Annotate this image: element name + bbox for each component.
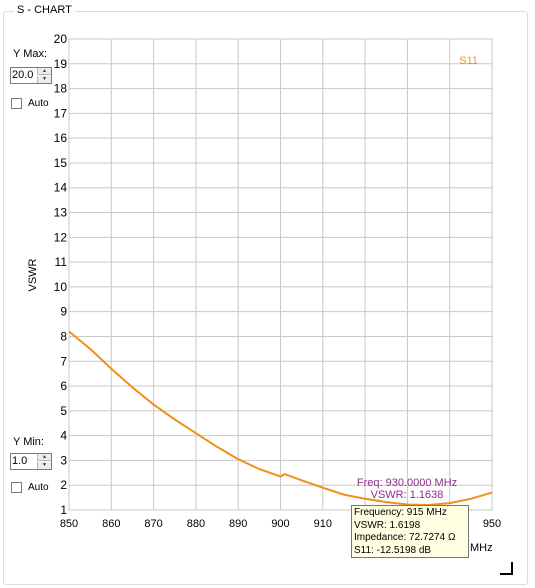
- tooltip-frequency: Frequency: 915 MHz: [354, 507, 447, 518]
- x-axis-unit-label: MHz: [470, 542, 493, 554]
- y-max-input[interactable]: [12, 69, 36, 82]
- y-min-auto-box[interactable]: [11, 482, 22, 493]
- y-tick-label: 15: [54, 156, 68, 170]
- y-tick-label: 17: [54, 106, 68, 120]
- y-max-label: Y Max:: [13, 48, 48, 60]
- cursor-vswr-label: VSWR: 1.1638: [371, 489, 444, 501]
- y-min-auto-label: Auto: [28, 482, 49, 493]
- y-tick-label: 2: [60, 478, 67, 492]
- y-tick-label: 18: [54, 82, 68, 96]
- y-tick-label: 1: [60, 503, 67, 517]
- y-tick-label: 3: [60, 453, 67, 467]
- y-max-auto-label: Auto: [28, 98, 49, 109]
- y-tick-label: 4: [60, 429, 67, 443]
- y-tick-label: 12: [54, 230, 68, 244]
- s11-series-line: [68, 330, 493, 507]
- x-tick-label: 890: [229, 518, 247, 530]
- y-axis-label: VSWR: [27, 258, 39, 291]
- resize-grip-icon[interactable]: [498, 560, 514, 576]
- y-tick-label: 8: [60, 329, 67, 343]
- y-min-spinner[interactable]: ▲ ▼: [10, 453, 52, 470]
- tooltip-vswr: VSWR: 1.6198: [354, 519, 421, 531]
- x-tick-label: 870: [144, 518, 162, 530]
- y-tick-label: 10: [54, 280, 68, 294]
- y-max-auto-checkbox[interactable]: Auto: [11, 98, 49, 109]
- y-max-up-button[interactable]: ▲: [37, 68, 51, 75]
- y-tick-label: 5: [60, 404, 67, 418]
- y-min-label: Y Min:: [13, 436, 44, 448]
- chart-grid: [68, 38, 493, 511]
- legend-s11: S11: [459, 55, 478, 67]
- y-min-down-button[interactable]: ▼: [37, 462, 51, 469]
- y-max-spinner[interactable]: ▲ ▼: [10, 67, 52, 84]
- y-tick-label: 9: [60, 305, 67, 319]
- y-tick-label: 7: [60, 354, 67, 368]
- x-tick-label: 950: [483, 518, 501, 530]
- y-tick-label: 16: [54, 131, 68, 145]
- s-chart-group: [3, 11, 528, 585]
- y-max-down-button[interactable]: ▼: [37, 76, 51, 83]
- cursor-freq-label: Freq: 930.0000 MHz: [357, 477, 457, 489]
- data-tooltip: Frequency: 915 MHz VSWR: 1.6198 Impedanc…: [351, 505, 469, 558]
- y-tick-label: 6: [60, 379, 67, 393]
- tooltip-s11: S11: -12.5198 dB: [354, 544, 432, 556]
- group-title: S - CHART: [14, 4, 75, 17]
- y-tick-label: 20: [54, 32, 68, 46]
- x-tick-label: 880: [187, 518, 205, 530]
- tooltip-impedance: Impedance: 72.7274 Ω: [354, 532, 456, 543]
- y-min-input[interactable]: [12, 455, 36, 468]
- y-min-up-button[interactable]: ▲: [37, 454, 51, 461]
- x-tick-label: 850: [60, 518, 78, 530]
- y-tick-label: 13: [54, 206, 68, 220]
- y-tick-label: 11: [55, 255, 68, 269]
- y-min-auto-checkbox[interactable]: Auto: [11, 482, 49, 493]
- y-max-auto-box[interactable]: [11, 98, 22, 109]
- x-tick-label: 900: [271, 518, 289, 530]
- y-tick-label: 19: [54, 57, 68, 71]
- x-tick-label: 860: [102, 518, 120, 530]
- x-tick-label: 910: [314, 518, 332, 530]
- y-tick-label: 14: [54, 181, 68, 195]
